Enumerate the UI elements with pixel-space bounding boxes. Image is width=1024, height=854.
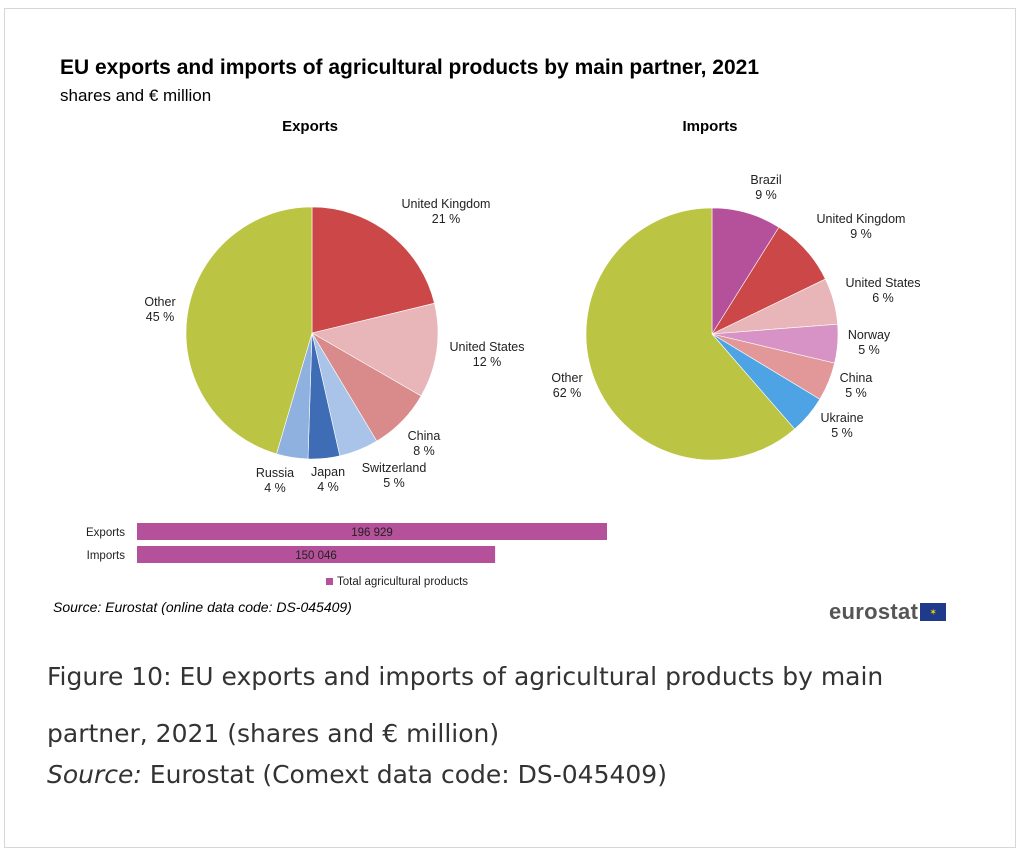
bar-category-exports: Exports	[86, 527, 125, 539]
pie-value-exports-united-states: 12 %	[473, 355, 502, 369]
pie-label-imports-ukraine: Ukraine	[820, 411, 863, 425]
pie-value-exports-japan: 4 %	[317, 480, 339, 494]
bar-exports	[137, 523, 607, 540]
pie-value-imports-united-states: 6 %	[872, 291, 894, 305]
pie-label-imports-other: Other	[551, 371, 582, 385]
legend-swatch-total-agricultural-products	[326, 578, 333, 585]
legend-label-total-agricultural-products: Total agricultural products	[337, 576, 468, 588]
pie-value-exports-china: 8 %	[413, 444, 435, 458]
pie-value-imports-brazil: 9 %	[755, 188, 777, 202]
bar-value-exports: 196 929	[351, 527, 393, 539]
chart-subtitle: shares and € million	[60, 86, 212, 105]
pie-value-exports-other: 45 %	[146, 310, 175, 324]
pie-value-imports-united-kingdom: 9 %	[850, 227, 872, 241]
figure-caption-source: Source: Eurostat (Comext data code: DS-0…	[47, 760, 667, 789]
pie-label-exports-united-kingdom: United Kingdom	[402, 197, 491, 211]
pie-title-exports: Exports	[282, 118, 338, 135]
pie-slice-exports-other	[185, 206, 313, 455]
logo-text: eurostat	[829, 599, 919, 624]
pie-value-imports-norway: 5 %	[858, 343, 880, 357]
caption-source-label: Source:	[47, 760, 142, 789]
pie-slice-exports-united-kingdom	[311, 206, 435, 334]
pie-label-exports-united-states: United States	[449, 340, 524, 354]
figure-caption: Figure 10: EU exports and imports of agr…	[47, 662, 884, 748]
pie-label-exports-switzerland: Switzerland	[362, 461, 427, 475]
pie-label-imports-united-states: United States	[845, 276, 920, 290]
pie-label-imports-brazil: Brazil	[750, 173, 781, 187]
pie-value-exports-switzerland: 5 %	[383, 476, 405, 490]
pie-value-imports-china: 5 %	[845, 386, 867, 400]
pie-label-imports-china: China	[840, 371, 873, 385]
pie-value-exports-united-kingdom: 21 %	[432, 212, 461, 226]
pie-label-exports-china: China	[408, 429, 441, 443]
pie-label-exports-other: Other	[144, 295, 175, 309]
bar-category-imports: Imports	[87, 550, 126, 562]
pie-title-imports: Imports	[682, 118, 737, 135]
bar-value-imports: 150 046	[295, 550, 337, 562]
pie-slice-exports-united-states	[311, 302, 439, 397]
caption-source-text: Eurostat (Comext data code: DS-045409)	[141, 760, 667, 789]
pie-label-exports-russia: Russia	[256, 466, 294, 480]
pie-label-imports-united-kingdom: United Kingdom	[817, 212, 906, 226]
pie-value-exports-russia: 4 %	[264, 481, 286, 495]
eurostat-logo: eurostat ✶	[829, 599, 947, 624]
bar-imports	[137, 546, 496, 563]
pie-value-imports-ukraine: 5 %	[831, 426, 853, 440]
pie-label-imports-norway: Norway	[848, 328, 891, 342]
pie-slice-imports-other	[585, 207, 796, 461]
pie-label-exports-japan: Japan	[311, 465, 345, 479]
figure-frame	[4, 8, 1016, 848]
chart-source: Source: Eurostat (online data code: DS-0…	[53, 599, 352, 615]
eu-flag-icon: ✶	[920, 603, 947, 621]
chart-title: EU exports and imports of agricultural p…	[60, 56, 759, 79]
pie-value-imports-other: 62 %	[553, 386, 582, 400]
